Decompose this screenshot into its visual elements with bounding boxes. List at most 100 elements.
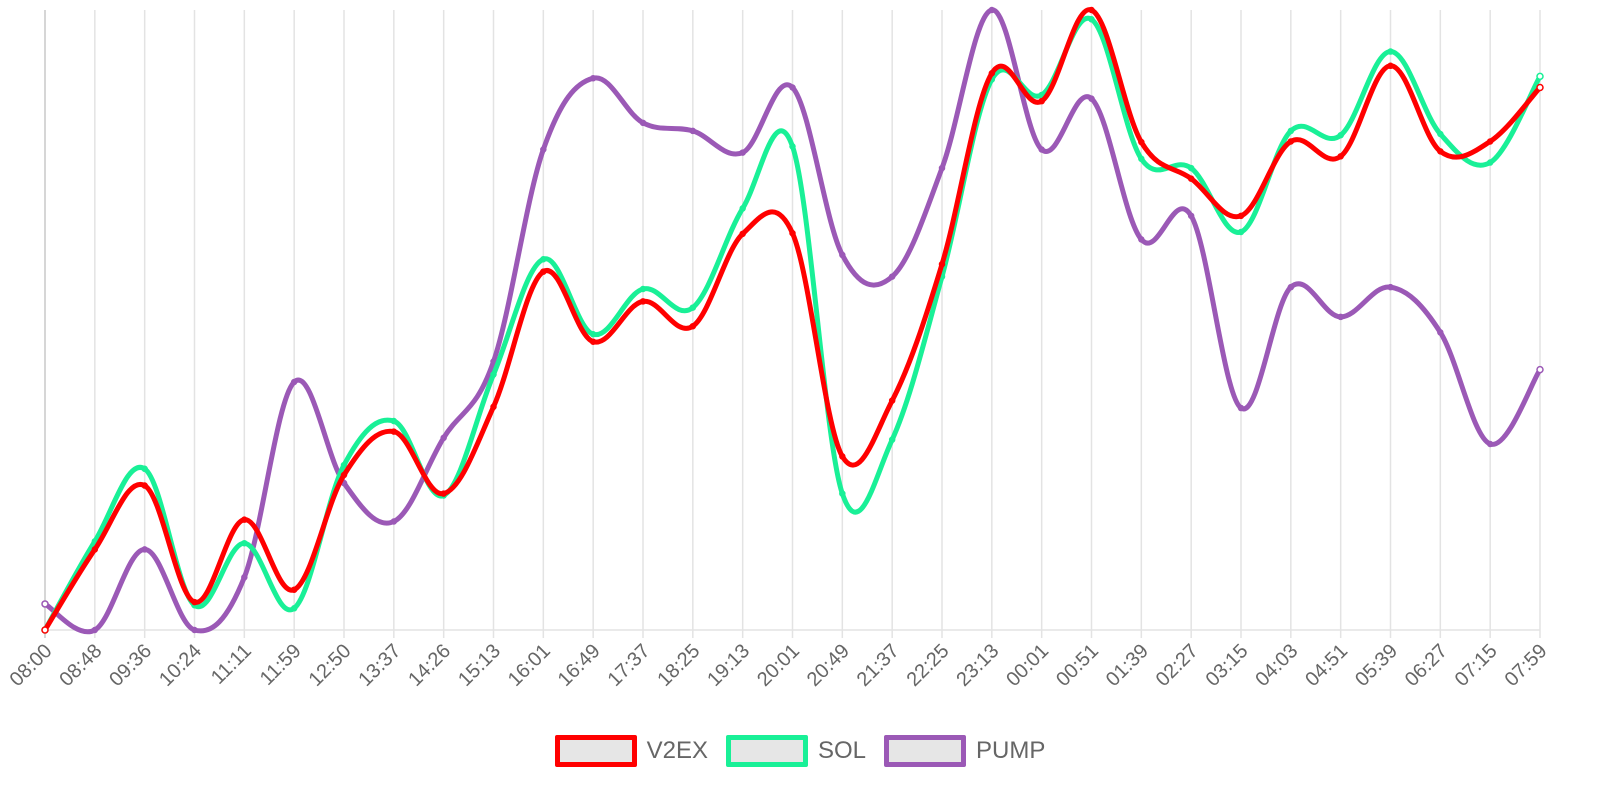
data-point-pump[interactable]	[141, 546, 148, 553]
data-point-v2ex[interactable]	[739, 230, 746, 238]
data-point-pump[interactable]	[1337, 313, 1344, 321]
x-tick-label: 10:24	[155, 640, 206, 691]
data-point-sol[interactable]	[290, 605, 298, 612]
data-point-sol[interactable]	[1038, 91, 1045, 99]
data-point-pump[interactable]	[1536, 365, 1544, 374]
legend-item-v2ex[interactable]: V2EX	[554, 735, 708, 767]
data-point-sol[interactable]	[739, 205, 746, 212]
data-point-pump[interactable]	[888, 273, 896, 280]
x-tick-label: 20:49	[803, 640, 854, 691]
data-point-sol[interactable]	[1237, 228, 1245, 236]
data-point-v2ex[interactable]	[1387, 62, 1394, 70]
data-point-v2ex[interactable]	[1337, 153, 1344, 160]
data-point-pump[interactable]	[290, 378, 298, 386]
data-point-v2ex[interactable]	[290, 586, 298, 593]
x-tick-label: 11:11	[207, 640, 256, 689]
data-point-sol[interactable]	[1437, 130, 1444, 138]
data-point-pump[interactable]	[241, 574, 248, 581]
data-point-pump[interactable]	[689, 127, 697, 135]
data-point-v2ex[interactable]	[1187, 175, 1195, 182]
x-tick-label: 15:13	[454, 640, 505, 691]
data-point-sol[interactable]	[1387, 48, 1394, 55]
data-point-v2ex[interactable]	[589, 338, 597, 345]
data-point-v2ex[interactable]	[241, 516, 248, 523]
x-tick-label: 21:37	[853, 640, 904, 691]
data-point-v2ex[interactable]	[41, 626, 49, 634]
data-point-pump[interactable]	[1088, 95, 1095, 102]
data-point-pump[interactable]	[91, 626, 99, 634]
data-point-sol[interactable]	[589, 331, 597, 338]
legend-item-sol[interactable]: SOL	[726, 735, 866, 767]
legend-item-pump[interactable]: PUMP	[884, 735, 1045, 767]
data-point-sol[interactable]	[1088, 16, 1095, 23]
data-point-sol[interactable]	[689, 304, 697, 311]
x-tick-label: 06:27	[1401, 640, 1452, 691]
data-point-v2ex[interactable]	[1437, 148, 1444, 155]
data-point-v2ex[interactable]	[1038, 97, 1045, 105]
data-point-pump[interactable]	[938, 164, 946, 172]
data-point-sol[interactable]	[639, 285, 647, 293]
x-tick-label: 07:59	[1501, 640, 1552, 691]
data-point-pump[interactable]	[1287, 283, 1295, 291]
data-point-pump[interactable]	[1138, 236, 1145, 243]
data-point-sol[interactable]	[1187, 164, 1195, 172]
data-point-v2ex[interactable]	[689, 322, 697, 330]
data-point-sol[interactable]	[1138, 155, 1145, 163]
data-point-pump[interactable]	[490, 358, 497, 365]
data-point-pump[interactable]	[540, 146, 547, 153]
data-point-v2ex[interactable]	[1237, 212, 1245, 220]
data-point-v2ex[interactable]	[839, 453, 846, 460]
data-point-v2ex[interactable]	[340, 471, 348, 479]
data-point-pump[interactable]	[1038, 146, 1045, 153]
data-point-pump[interactable]	[739, 149, 746, 156]
data-point-v2ex[interactable]	[1536, 83, 1544, 92]
data-point-sol[interactable]	[1287, 127, 1295, 135]
data-point-v2ex[interactable]	[490, 403, 497, 411]
data-point-pump[interactable]	[1437, 329, 1444, 336]
data-point-pump[interactable]	[191, 626, 198, 634]
x-tick-label: 12:50	[305, 640, 356, 691]
data-point-sol[interactable]	[1337, 131, 1344, 139]
data-point-pump[interactable]	[390, 518, 398, 525]
data-point-v2ex[interactable]	[141, 482, 148, 489]
data-point-pump[interactable]	[41, 600, 49, 608]
data-point-pump[interactable]	[839, 251, 846, 259]
data-point-v2ex[interactable]	[540, 268, 547, 275]
data-point-pump[interactable]	[1237, 404, 1245, 412]
data-point-v2ex[interactable]	[938, 260, 946, 268]
data-point-v2ex[interactable]	[1486, 138, 1494, 145]
data-point-v2ex[interactable]	[91, 546, 99, 553]
x-tick-label: 17:37	[604, 640, 655, 691]
data-point-v2ex[interactable]	[888, 397, 896, 404]
data-point-sol[interactable]	[340, 461, 348, 469]
data-point-pump[interactable]	[1486, 440, 1494, 448]
data-point-sol[interactable]	[241, 539, 248, 547]
data-point-v2ex[interactable]	[1287, 138, 1295, 145]
data-point-pump[interactable]	[1187, 212, 1195, 220]
data-point-v2ex[interactable]	[191, 598, 198, 606]
data-point-v2ex[interactable]	[390, 428, 398, 435]
data-point-pump[interactable]	[589, 74, 597, 82]
data-point-v2ex[interactable]	[1088, 6, 1095, 14]
data-point-pump[interactable]	[988, 6, 996, 14]
data-point-sol[interactable]	[789, 143, 796, 150]
data-point-v2ex[interactable]	[1138, 138, 1145, 146]
data-point-sol[interactable]	[141, 465, 148, 473]
data-point-sol[interactable]	[1486, 159, 1494, 166]
data-point-v2ex[interactable]	[440, 490, 447, 497]
data-point-v2ex[interactable]	[988, 69, 996, 77]
data-point-sol[interactable]	[390, 417, 398, 425]
data-point-sol[interactable]	[839, 490, 846, 497]
data-point-sol[interactable]	[888, 436, 896, 443]
data-point-pump[interactable]	[639, 119, 647, 127]
data-point-pump[interactable]	[1387, 283, 1394, 291]
data-point-sol[interactable]	[540, 255, 547, 263]
data-point-v2ex[interactable]	[639, 298, 647, 305]
data-point-sol[interactable]	[490, 371, 497, 378]
data-point-pump[interactable]	[789, 84, 796, 91]
data-point-sol[interactable]	[1536, 72, 1544, 81]
legend-label-pump: PUMP	[976, 737, 1046, 764]
data-point-v2ex[interactable]	[789, 229, 796, 237]
series-pump	[41, 6, 1544, 635]
data-point-pump[interactable]	[440, 434, 447, 442]
